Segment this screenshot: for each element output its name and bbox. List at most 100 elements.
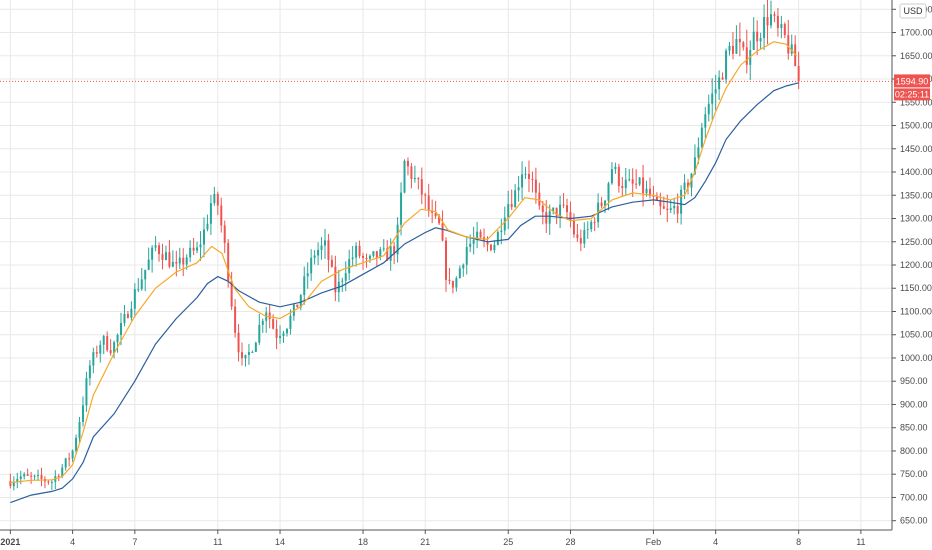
candle-down — [566, 205, 569, 213]
candle-down — [330, 259, 333, 267]
candle-down — [676, 205, 679, 214]
moving-average-fast-line — [10, 41, 798, 484]
candle-up — [92, 352, 95, 366]
candle-up — [614, 166, 617, 170]
currency-label: USD — [903, 6, 923, 16]
candle-up — [638, 177, 641, 185]
candle-up — [514, 190, 517, 208]
candle-down — [57, 476, 60, 478]
candle-up — [493, 244, 496, 251]
candle-up — [202, 229, 205, 245]
candle-up — [669, 208, 672, 210]
candle-down — [642, 177, 645, 194]
candle-down — [47, 481, 50, 483]
candle-up — [251, 351, 254, 353]
candle-down — [95, 352, 98, 354]
candle-up — [37, 475, 40, 477]
candle-up — [517, 187, 520, 191]
candle-down — [451, 280, 454, 288]
candle-down — [576, 234, 579, 238]
y-tick-label: 1500.00 — [900, 121, 932, 131]
x-tick-label: 4 — [70, 537, 75, 547]
candle-down — [731, 45, 734, 54]
candle-up — [99, 344, 102, 354]
candle-down — [268, 312, 271, 320]
candle-up — [102, 336, 105, 345]
candle-down — [424, 194, 427, 196]
candle-up — [368, 255, 371, 259]
countdown-badge — [894, 88, 930, 101]
candle-down — [375, 251, 378, 258]
candle-up — [130, 308, 133, 318]
badge-layer: USD 1594.90 02:25:11 — [894, 3, 930, 101]
candle-up — [586, 229, 589, 231]
candle-up — [718, 77, 721, 90]
candle-up — [610, 169, 613, 184]
countdown-label: 02:25:11 — [895, 89, 929, 99]
candle-down — [489, 244, 492, 251]
candle-up — [285, 328, 288, 334]
y-tick-label: 1200.00 — [900, 260, 932, 270]
candle-down — [434, 212, 437, 217]
candle-down — [534, 179, 537, 193]
candle-up — [628, 179, 631, 181]
candle-up — [673, 205, 676, 209]
candle-down — [30, 475, 33, 477]
candle-down — [648, 188, 651, 196]
x-tick-label: 25 — [503, 537, 513, 547]
candle-down — [797, 66, 800, 82]
candle-down — [659, 200, 662, 207]
x-tick-label: 28 — [565, 537, 575, 547]
candle-up — [61, 467, 64, 477]
x-tick-label: 11 — [213, 537, 222, 547]
last-price-badge — [894, 74, 930, 88]
candle-up — [144, 269, 147, 280]
candle-down — [531, 178, 534, 180]
moving-average-layer — [10, 41, 799, 504]
candle-up — [455, 278, 458, 288]
candle-down — [161, 254, 164, 260]
candle-up — [590, 221, 593, 230]
candle-down — [541, 205, 544, 213]
candle-up — [400, 192, 403, 225]
candle-down — [182, 257, 185, 265]
candle-up — [507, 203, 510, 218]
candle-up — [213, 194, 216, 204]
candle-down — [687, 182, 690, 188]
y-tick-label: 1350.00 — [900, 190, 932, 200]
candle-up — [209, 203, 212, 224]
candle-up — [583, 230, 586, 244]
candle-down — [631, 179, 634, 184]
candle-down — [272, 319, 275, 329]
candle-down — [234, 306, 237, 333]
candle-up — [524, 173, 527, 175]
y-tick-label: 950.00 — [900, 376, 928, 386]
candle-up — [607, 183, 610, 201]
candle-up — [780, 24, 783, 29]
candle-up — [403, 160, 406, 193]
candle-down — [545, 212, 548, 224]
candle-up — [680, 189, 683, 214]
candle-up — [171, 261, 174, 267]
candle-up — [147, 259, 150, 270]
candle-up — [189, 247, 192, 258]
y-tick-label: 750.00 — [900, 469, 928, 479]
candle-down — [365, 257, 368, 259]
candle-up — [552, 207, 555, 212]
candle-down — [275, 328, 278, 338]
candle-up — [476, 231, 479, 240]
candle-up — [503, 217, 506, 231]
x-tick-label: 14 — [275, 537, 285, 547]
candle-layer — [9, 0, 800, 491]
candle-up — [75, 437, 78, 451]
candle-down — [662, 206, 665, 209]
candle-down — [431, 210, 434, 213]
currency-badge[interactable] — [899, 3, 927, 19]
candle-down — [738, 39, 741, 43]
candle-down — [393, 246, 396, 255]
candle-up — [711, 93, 714, 104]
candle-up — [458, 268, 461, 279]
